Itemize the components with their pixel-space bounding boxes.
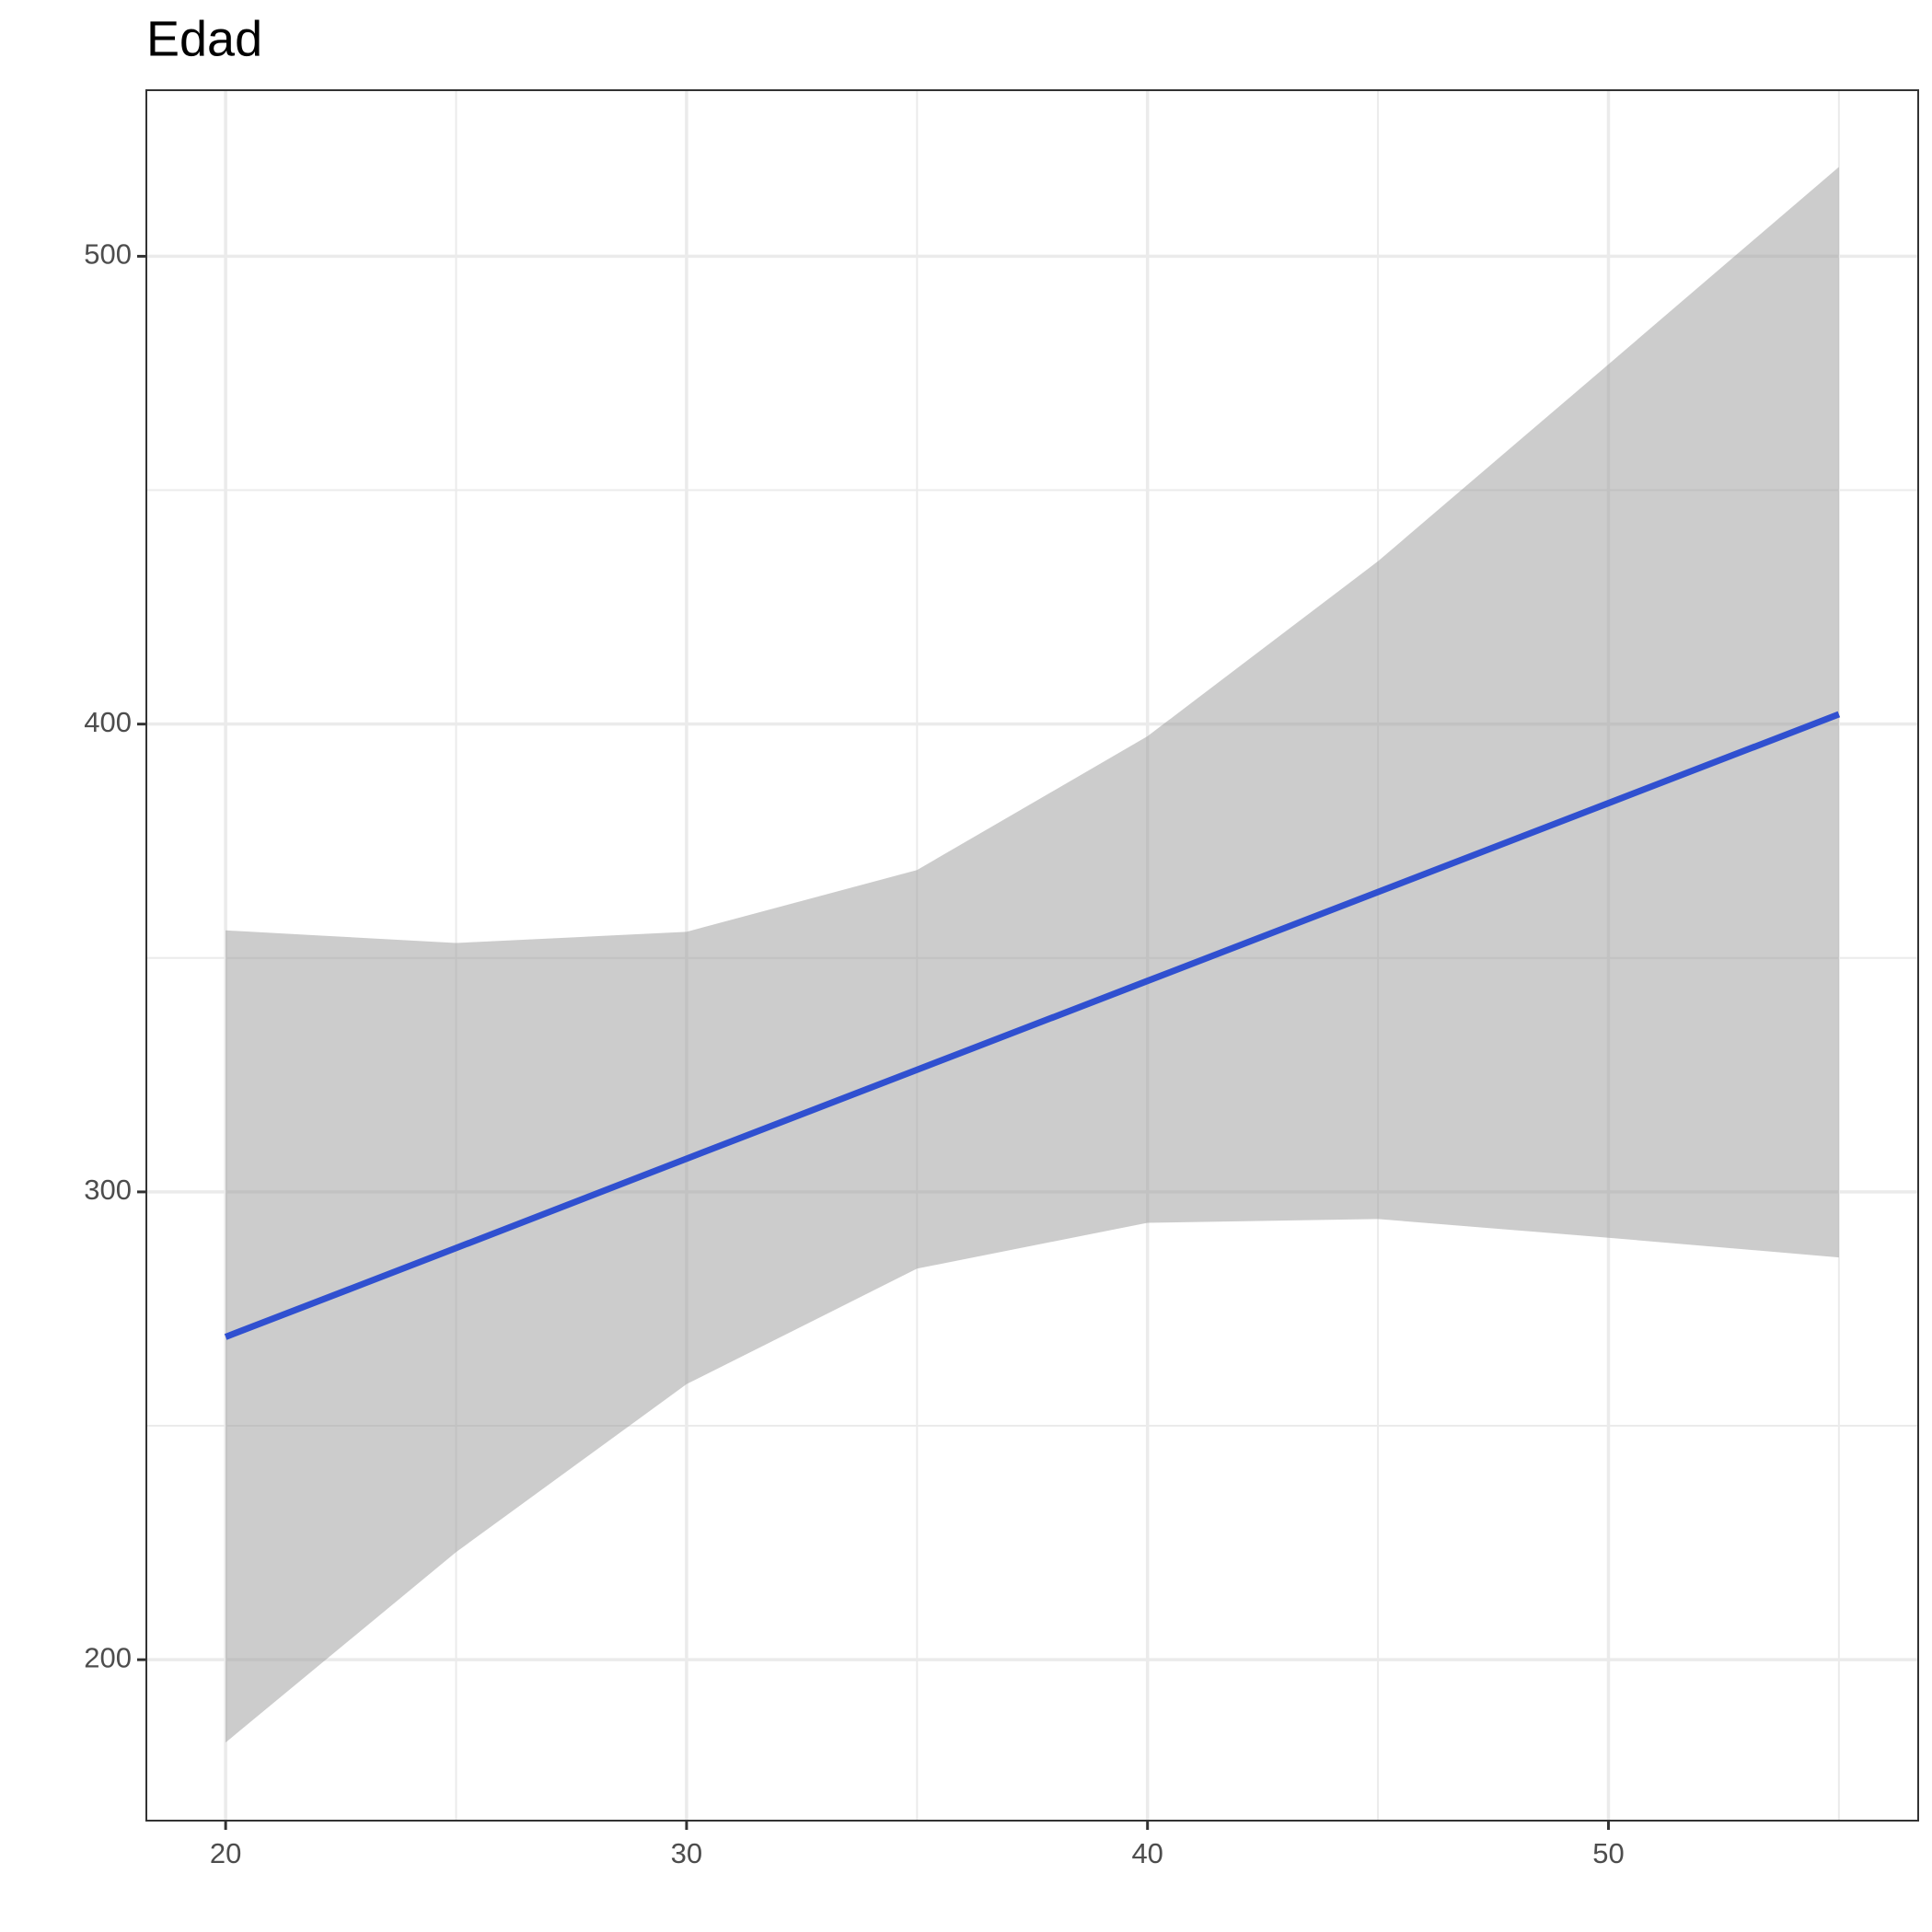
y-tick-label: 400	[84, 706, 132, 738]
x-tick-label: 40	[1131, 1837, 1163, 1869]
panel-border	[145, 89, 1919, 1822]
fit-line	[224, 711, 1841, 1340]
y-tick-label: 300	[84, 1174, 132, 1206]
x-tick-label: 20	[210, 1837, 241, 1869]
x-tick-label: 50	[1592, 1837, 1624, 1869]
chart-title: Edad	[146, 11, 262, 66]
y-tick-label: 500	[84, 238, 132, 271]
y-tick-label: 200	[84, 1641, 132, 1673]
x-tick-label: 30	[671, 1837, 702, 1869]
confidence-band	[226, 167, 1839, 1743]
